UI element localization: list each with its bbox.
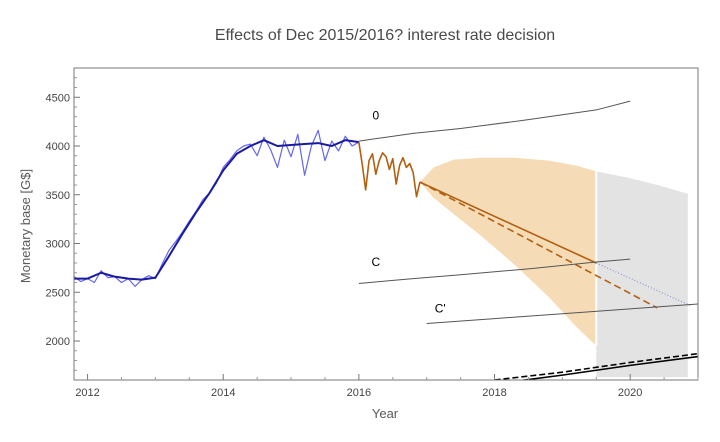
x-tick-label: 2014 [211, 387, 235, 399]
y-tick-label: 3000 [46, 239, 70, 251]
chart-title: Effects of Dec 2015/2016? interest rate … [215, 27, 555, 44]
y-tick-label: 4000 [46, 141, 70, 153]
series-lines [74, 100, 698, 380]
x-tick-label: 2012 [75, 387, 99, 399]
series-c-prime [426, 303, 698, 324]
series-0 [358, 100, 631, 142]
x-tick-label: 2018 [482, 387, 506, 399]
axis-ticks: 2012 2014 2016 2018 2020 2000 2500 3000 3500 4000… [46, 77, 699, 399]
series-monetary-base [74, 129, 360, 287]
annotation-label: C' [435, 302, 446, 316]
y-tick-label: 2000 [46, 336, 70, 348]
annotation-label: C [371, 255, 380, 269]
band-gray [596, 171, 688, 378]
series-recent [358, 141, 421, 198]
uncertainty-bands [419, 157, 688, 378]
y-axis-label: Monetary base [G$] [18, 169, 33, 283]
series-lower-dashed [494, 352, 698, 380]
series-projection-solid [419, 181, 597, 264]
y-tick-label: 4500 [46, 92, 70, 104]
y-tick-label: 3500 [46, 190, 70, 202]
y-tick-label: 2500 [46, 287, 70, 299]
series-c [358, 258, 631, 284]
x-tick-label: 2020 [618, 387, 642, 399]
annotations: 0 C C' [371, 109, 445, 316]
annotation-label: 0 [372, 109, 379, 123]
series-monetary-base-smoothed [74, 139, 360, 281]
series-projection-dashed [419, 181, 658, 309]
x-axis-label: Year [372, 406, 399, 421]
x-tick-label: 2016 [347, 387, 371, 399]
